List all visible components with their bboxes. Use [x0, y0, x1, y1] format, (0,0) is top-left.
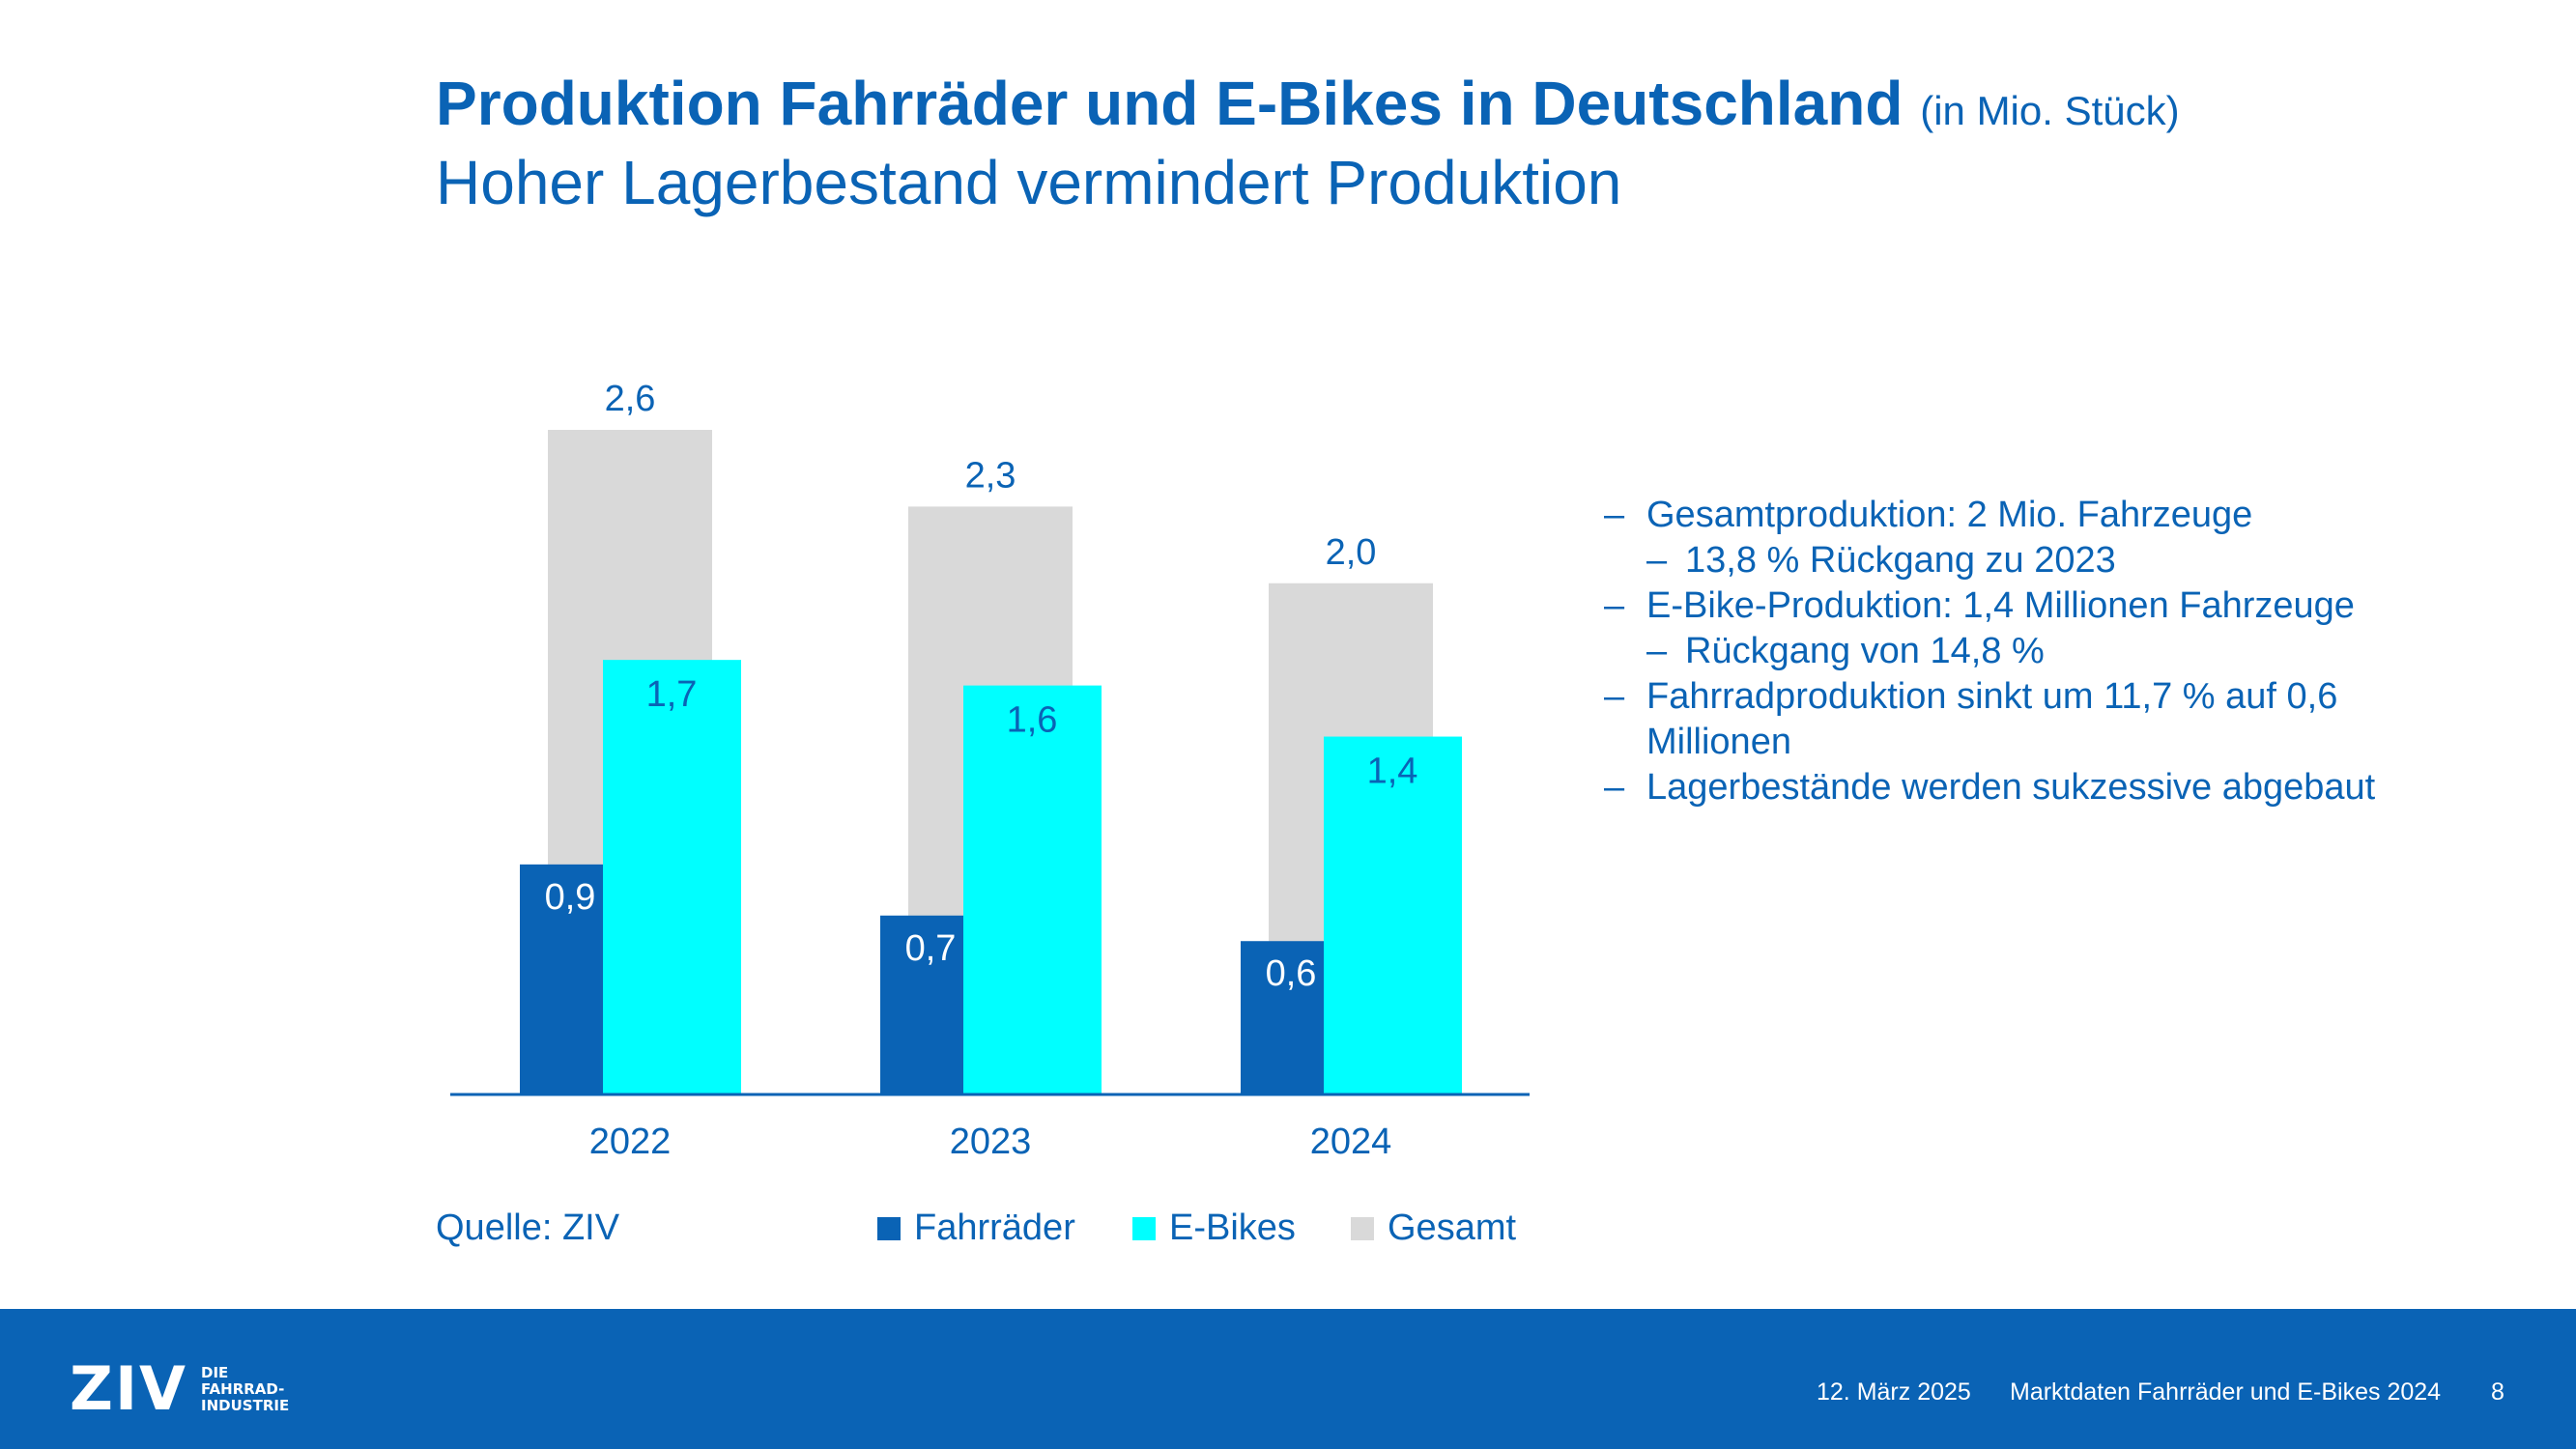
sub-bullet-text: 13,8 % Rückgang zu 2023	[1685, 540, 2116, 581]
bullet-item: – Gesamtproduktion: 2 Mio. Fahrzeuge	[1604, 493, 2474, 538]
bullet-dash: –	[1604, 676, 1625, 717]
slide-title: Produktion Fahrräder und E-Bikes in Deut…	[436, 68, 2180, 139]
bar-fahrraeder	[520, 864, 607, 1094]
bar-ebikes	[963, 685, 1102, 1094]
page-number: 8	[2491, 1378, 2504, 1406]
bullet-item: – E-Bike-Produktion: 1,4 Millionen Fahrz…	[1604, 583, 2474, 629]
sub-bullet-item: – Rückgang von 14,8 %	[1604, 629, 2474, 674]
legend-item-fahrraeder: Fahrräder	[877, 1208, 1075, 1249]
logo-line: INDUSTRIE	[201, 1396, 290, 1414]
bullet-dash: –	[1646, 631, 1668, 671]
x-tick-label: 2023	[950, 1122, 1032, 1162]
bar-fahrraeder	[880, 915, 967, 1094]
bar-ebikes	[1324, 736, 1462, 1094]
ziv-logo: ZIV DIE FAHRRAD- INDUSTRIE	[70, 1359, 289, 1419]
data-label-ebikes: 1,6	[1007, 700, 1058, 741]
source-note: Quelle: ZIV	[436, 1208, 620, 1248]
data-label-gesamt: 2,6	[605, 379, 656, 419]
legend-label-fahrraeder: Fahrräder	[914, 1208, 1075, 1248]
footer-bar: ZIV DIE FAHRRAD- INDUSTRIE 12. März 2025…	[0, 1309, 2576, 1449]
data-label-ebikes: 1,4	[1367, 752, 1418, 792]
data-label-gesamt: 2,0	[1326, 532, 1377, 573]
footer-title: Marktdaten Fahrräder und E-Bikes 2024	[2010, 1378, 2442, 1406]
legend-swatch-ebikes	[1132, 1216, 1156, 1240]
bullet-dash: –	[1646, 540, 1668, 581]
data-label-gesamt: 2,3	[965, 455, 1016, 496]
sub-bullet-item: – 13,8 % Rückgang zu 2023	[1604, 538, 2474, 583]
legend-item-gesamt: Gesamt	[1351, 1208, 1516, 1249]
slide-subtitle: Hoher Lagerbestand vermindert Produktion	[436, 148, 1622, 217]
legend-label-ebikes: E-Bikes	[1169, 1208, 1296, 1248]
bullet-text: Gesamtproduktion: 2 Mio. Fahrzeuge	[1646, 495, 2253, 535]
production-bar-chart: 2,6 0,9 1,7 2022 2,3 0,7 1,6 2023 2,0 0,6 1,4 2024	[450, 379, 1530, 1162]
bullet-dash: –	[1604, 495, 1625, 535]
logo-mark: ZIV	[70, 1353, 188, 1424]
bullet-text: Fahrradproduktion sinkt um 11,7 % auf 0,…	[1646, 676, 2338, 762]
logo-tagline: DIE FAHRRAD- INDUSTRIE	[201, 1363, 290, 1414]
bullet-dash: –	[1604, 767, 1625, 808]
data-label-fahrraeder: 0,7	[905, 928, 957, 969]
data-label-fahrraeder: 0,6	[1266, 953, 1317, 994]
data-label-fahrraeder: 0,9	[545, 877, 596, 918]
logo-line: FAHRRAD-	[201, 1379, 285, 1398]
legend-label-gesamt: Gesamt	[1388, 1208, 1517, 1248]
bullet-item: – Fahrradproduktion sinkt um 11,7 % auf …	[1604, 674, 2474, 765]
logo-line: DIE	[201, 1363, 229, 1381]
x-tick-label: 2024	[1310, 1122, 1392, 1162]
title-main: Produktion Fahrräder und E-Bikes in Deut…	[436, 69, 1903, 138]
bullet-item: – Lagerbestände werden sukzessive abgeba…	[1604, 765, 2474, 810]
bar-fahrraeder	[1241, 941, 1328, 1094]
sub-bullet-text: Rückgang von 14,8 %	[1685, 631, 2045, 671]
bullet-text: Lagerbestände werden sukzessive abgebaut	[1646, 767, 2376, 808]
title-unit: (in Mio. Stück)	[1920, 88, 2180, 133]
key-findings-list: – Gesamtproduktion: 2 Mio. Fahrzeuge – 1…	[1604, 493, 2474, 810]
legend-item-ebikes: E-Bikes	[1132, 1208, 1296, 1249]
bullet-text: E-Bike-Produktion: 1,4 Millionen Fahrzeu…	[1646, 585, 2355, 626]
footer-date: 12. März 2025	[1817, 1378, 1971, 1406]
legend-swatch-gesamt	[1351, 1216, 1374, 1240]
data-label-ebikes: 1,7	[646, 674, 698, 715]
legend-swatch-fahrraeder	[877, 1216, 901, 1240]
x-tick-label: 2022	[589, 1122, 672, 1162]
bar-ebikes	[603, 660, 741, 1094]
bullet-dash: –	[1604, 585, 1625, 626]
